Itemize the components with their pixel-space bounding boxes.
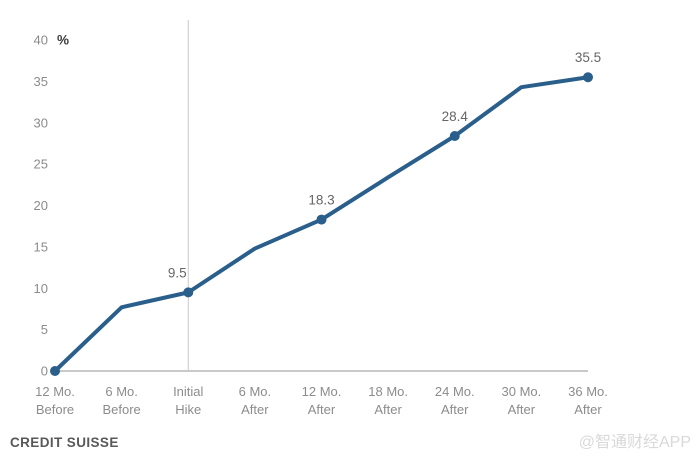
data-point-marker	[316, 214, 327, 225]
x-category-label: 36 Mo.	[568, 384, 608, 399]
x-category-label: 24 Mo.	[435, 384, 475, 399]
y-tick-label: 40	[34, 33, 48, 48]
x-category-label: After	[441, 402, 469, 417]
data-point-label: 18.3	[308, 193, 334, 208]
data-point-marker	[583, 72, 593, 83]
source-label: CREDIT SUISSE	[10, 435, 119, 450]
x-category-label: Before	[36, 402, 74, 417]
x-category-label: 12 Mo.	[302, 384, 342, 399]
x-category-label: Before	[102, 402, 140, 417]
x-category-label: 18 Mo.	[368, 384, 408, 399]
x-category-label: After	[508, 402, 536, 417]
y-axis-unit-label: %	[57, 33, 69, 48]
y-tick-label: 10	[34, 281, 48, 296]
data-point-label: 28.4	[442, 109, 469, 124]
data-point-label: 35.5	[575, 50, 601, 65]
x-category-label: After	[574, 402, 602, 417]
x-category-label: After	[374, 402, 402, 417]
x-category-label: Hike	[175, 402, 201, 417]
y-tick-label: 0	[41, 364, 48, 379]
data-point-marker	[183, 287, 194, 298]
x-category-label: 6 Mo.	[239, 384, 272, 399]
x-category-label: 30 Mo.	[502, 384, 542, 399]
data-point-label: 9.5	[168, 265, 187, 280]
x-category-label: 6 Mo.	[105, 384, 138, 399]
line-chart: 0 5 10 15 20 25 30 35 40 % 9.5 18.3 28.4 35.5 12 Mo. Be…	[34, 20, 608, 417]
y-tick-label: 25	[34, 157, 48, 172]
data-point-marker	[449, 130, 460, 141]
y-tick-label: 35	[34, 74, 48, 89]
y-tick-label: 20	[34, 198, 48, 213]
x-category-label: After	[308, 402, 336, 417]
y-tick-label: 30	[34, 115, 48, 130]
x-category-label: Initial	[173, 384, 203, 399]
watermark: @智通财经APP	[578, 434, 691, 451]
x-category-label: 12 Mo.	[35, 384, 75, 399]
y-tick-label: 15	[34, 239, 48, 254]
x-category-label: After	[241, 402, 269, 417]
data-point-marker	[50, 366, 60, 376]
y-tick-label: 5	[41, 322, 48, 337]
